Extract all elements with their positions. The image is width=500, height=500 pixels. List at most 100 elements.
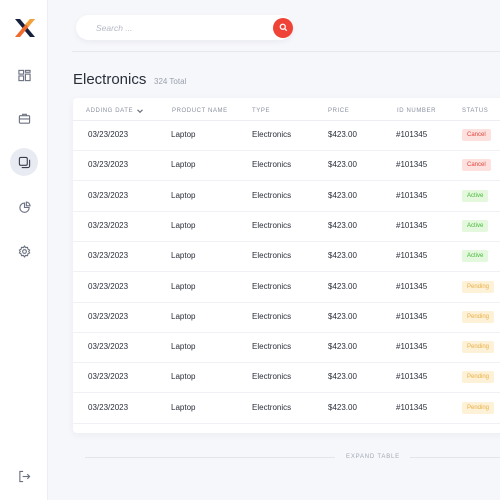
dashboard-icon (17, 69, 31, 81)
cell-type: Electronics (252, 160, 292, 170)
status-badge: Active (462, 250, 489, 263)
cell-date: 03/23/2023 (88, 190, 129, 200)
logout-button[interactable] (10, 462, 38, 490)
row-divider (73, 392, 500, 394)
cell-type: Electronics (252, 251, 292, 261)
brand-logo[interactable] (14, 17, 36, 39)
chevron-down-icon[interactable] (136, 107, 144, 115)
cell-type: Electronics (252, 372, 292, 382)
column-header-id-number: ID Number (397, 108, 437, 114)
table-row[interactable]: 03/23/2023 Laptop Electronics $423.00 #10134… (73, 303, 500, 333)
cell-price: $423.00 (328, 311, 357, 321)
sidebar-item-dashboard[interactable] (10, 61, 38, 89)
cell-product-name: Laptop (171, 402, 196, 412)
pie-chart-icon (18, 201, 31, 213)
cell-price: $423.00 (328, 251, 357, 261)
products-table (73, 98, 500, 433)
total-count: 324 Total (154, 77, 187, 86)
cell-type: Electronics (252, 190, 292, 200)
cell-date: 03/23/2023 (88, 130, 129, 139)
table-row[interactable]: 03/23/2023 Laptop Electronics $423.00 #10134… (73, 182, 500, 212)
row-divider (73, 180, 500, 182)
cell-price: $423.00 (328, 402, 357, 412)
row-divider (73, 150, 500, 151)
cell-date: 03/23/2023 (88, 342, 129, 352)
sidebar-item-reports[interactable] (10, 193, 38, 221)
status-badge: Cancel (462, 129, 491, 141)
cell-type: Electronics (252, 281, 292, 291)
row-divider (73, 422, 500, 424)
cell-type: Electronics (252, 130, 292, 139)
cell-price: $423.00 (328, 342, 357, 352)
table-row[interactable]: 03/23/2023 Laptop Electronics $423.00 #10134… (73, 121, 500, 151)
row-divider (73, 301, 500, 303)
cell-type: Electronics (252, 402, 292, 412)
cell-date: 03/23/2023 (88, 402, 129, 412)
sidebar (0, 0, 48, 500)
cell-price: $423.00 (328, 130, 357, 139)
sidebar-item-products[interactable] (10, 148, 38, 176)
briefcase-icon (18, 113, 30, 124)
cell-date: 03/23/2023 (88, 220, 129, 230)
column-header-product-name: Product Name (172, 108, 228, 114)
cell-product-name: Laptop (171, 130, 196, 139)
cell-id-number: #101345 (396, 160, 428, 170)
cell-product-name: Laptop (171, 342, 196, 352)
cell-price: $423.00 (328, 190, 357, 200)
logout-icon (18, 470, 30, 482)
expand-table-button[interactable]: Expand Table (346, 454, 400, 460)
row-divider (73, 271, 500, 273)
cell-product-name: Laptop (171, 281, 196, 291)
cell-date: 03/23/2023 (88, 311, 129, 321)
cell-id-number: #101345 (396, 220, 428, 230)
cell-product-name: Laptop (171, 220, 196, 230)
table-row[interactable]: 03/23/2023 Laptop Electronics $423.00 #10134… (73, 363, 500, 394)
cell-id-number: #101345 (396, 190, 428, 200)
cell-product-name: Laptop (171, 311, 196, 321)
status-badge: Pending (462, 280, 495, 293)
column-header-type: Type (252, 108, 271, 114)
table-row[interactable]: 03/23/2023 Laptop Electronics $423.00 #10134… (73, 333, 500, 364)
search-icon (279, 23, 287, 32)
search-button[interactable] (273, 17, 293, 38)
sidebar-item-settings[interactable] (10, 237, 38, 265)
status-badge: Pending (462, 341, 495, 354)
table-row[interactable]: 03/23/2023 Laptop Electronics $423.00 #10134… (73, 394, 500, 424)
page-title: Electronics (73, 71, 147, 88)
table-row[interactable]: 03/23/2023 Laptop Electronics $423.00 #10134… (73, 212, 500, 242)
row-divider (73, 240, 500, 242)
cell-type: Electronics (252, 220, 292, 230)
cell-id-number: #101345 (396, 372, 428, 382)
row-divider (73, 210, 500, 212)
row-divider (73, 362, 500, 364)
cell-price: $423.00 (328, 160, 357, 170)
cell-price: $423.00 (328, 372, 357, 382)
search-input[interactable] (96, 21, 266, 35)
column-header-status: Status (462, 108, 489, 114)
cell-id-number: #101345 (396, 402, 428, 412)
cell-product-name: Laptop (171, 251, 196, 261)
table-row[interactable]: 03/23/2023 Laptop Electronics $423.00 #10134… (73, 242, 500, 273)
cell-id-number: #101345 (396, 342, 428, 352)
status-badge: Pending (462, 371, 495, 384)
cell-product-name: Laptop (171, 190, 196, 200)
status-badge: Active (462, 219, 489, 232)
cell-date: 03/23/2023 (88, 160, 129, 170)
products-icon (18, 156, 30, 168)
cell-product-name: Laptop (171, 372, 196, 382)
gear-icon (18, 244, 30, 258)
table-row[interactable]: 03/23/2023 Laptop Electronics $423.00 #10134… (73, 151, 500, 182)
column-header-adding-date[interactable]: Adding Date (86, 108, 134, 114)
cell-type: Electronics (252, 342, 292, 352)
column-header-price: Price (328, 108, 350, 114)
header-divider (72, 51, 500, 52)
table-row[interactable]: 03/23/2023 Laptop Electronics $423.00 #10134… (73, 273, 500, 303)
status-badge: Pending (462, 310, 495, 323)
expand-divider-left (85, 457, 335, 458)
search-bar (76, 15, 293, 40)
status-badge: Cancel (462, 159, 491, 172)
expand-divider-right (410, 457, 500, 458)
sidebar-item-briefcase[interactable] (10, 104, 38, 132)
cell-id-number: #101345 (396, 281, 428, 291)
cell-product-name: Laptop (171, 160, 196, 170)
